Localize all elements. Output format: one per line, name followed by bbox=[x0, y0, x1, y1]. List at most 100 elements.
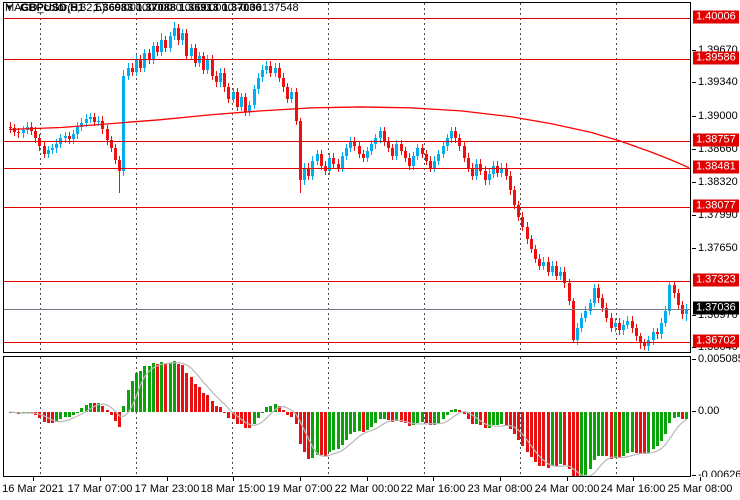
macd-histogram-bar bbox=[445, 412, 449, 415]
candle bbox=[676, 293, 680, 305]
candle bbox=[496, 165, 500, 173]
candle bbox=[647, 340, 651, 347]
candle bbox=[9, 126, 12, 129]
macd-histogram-bar bbox=[601, 412, 605, 456]
macd-histogram-bar bbox=[206, 394, 210, 412]
symbol-dropdown-icon[interactable]: ▼ bbox=[5, 3, 13, 12]
macd-histogram-bar bbox=[214, 406, 218, 412]
macd-histogram-bar bbox=[437, 412, 441, 423]
candle bbox=[307, 167, 311, 176]
time-tick bbox=[433, 477, 434, 481]
macd-histogram-bar bbox=[496, 412, 500, 426]
macd-histogram-bar bbox=[240, 412, 243, 425]
candle bbox=[319, 153, 323, 166]
macd-histogram-bar bbox=[261, 412, 264, 413]
candle bbox=[80, 122, 84, 127]
macd-histogram-bar bbox=[458, 410, 462, 412]
macd-histogram-bar bbox=[277, 405, 281, 412]
candle-wick bbox=[119, 155, 121, 194]
current-price-line bbox=[4, 309, 690, 311]
candle bbox=[298, 120, 302, 181]
macd-histogram-bar bbox=[546, 412, 550, 468]
price-level-line bbox=[4, 167, 690, 169]
macd-histogram-bar bbox=[235, 412, 239, 424]
macd-histogram-bar bbox=[336, 412, 340, 450]
candle bbox=[550, 265, 554, 272]
candle bbox=[424, 153, 428, 161]
macd-histogram-bar bbox=[471, 412, 474, 424]
candle bbox=[639, 336, 642, 343]
candle bbox=[597, 288, 600, 299]
price-level-line bbox=[4, 140, 690, 142]
macd-histogram-bar bbox=[483, 412, 487, 428]
macd-histogram-bar bbox=[508, 412, 512, 429]
time-tick bbox=[33, 477, 34, 481]
macd-histogram-bar bbox=[248, 412, 252, 428]
macd-histogram-bar bbox=[538, 412, 542, 466]
macd-histogram-bar bbox=[219, 407, 222, 412]
candle bbox=[655, 332, 659, 335]
macd-panel[interactable] bbox=[3, 356, 691, 477]
price-axis[interactable]: 1.40006 1.39586 1.38757 1.38481 1.38077 1.373… bbox=[692, 0, 740, 477]
candle bbox=[261, 69, 264, 78]
candle bbox=[269, 65, 273, 73]
candle bbox=[130, 67, 134, 72]
time-tick-label: 18 Mar 15:00 bbox=[200, 483, 266, 495]
candle bbox=[508, 175, 512, 191]
candle bbox=[420, 148, 424, 154]
macd-histogram-bar bbox=[424, 412, 428, 424]
candle bbox=[408, 157, 411, 166]
macd-histogram-bar bbox=[622, 412, 626, 457]
price-level-badge: 1.37323 bbox=[693, 273, 739, 287]
candle bbox=[135, 59, 138, 72]
candle bbox=[193, 48, 197, 63]
main-chart-panel[interactable] bbox=[3, 2, 691, 353]
candle bbox=[513, 190, 516, 205]
macd-histogram-bar bbox=[319, 412, 323, 456]
candle bbox=[471, 167, 474, 176]
candle bbox=[395, 144, 399, 156]
vertical-gridline bbox=[40, 3, 41, 352]
candle bbox=[172, 28, 176, 37]
macd-histogram-bar bbox=[202, 393, 206, 412]
ohlc-values: 1.36983 1.37088 1.36913 1.37036 bbox=[93, 2, 262, 14]
candle bbox=[252, 89, 256, 105]
macd-histogram-bar bbox=[550, 412, 554, 467]
macd-histogram-bar bbox=[147, 365, 151, 412]
candle bbox=[353, 141, 357, 147]
candle bbox=[55, 143, 59, 149]
macd-histogram-bar bbox=[416, 412, 420, 423]
time-axis[interactable]: 16 Mar 2021 17 Mar 07:00 17 Mar 23:00 18 Ma… bbox=[0, 477, 740, 500]
macd-histogram-bar bbox=[311, 412, 315, 458]
macd-histogram-bar bbox=[571, 412, 575, 476]
candle bbox=[219, 72, 222, 83]
price-level-badge: 1.38481 bbox=[693, 160, 739, 174]
candle bbox=[542, 261, 546, 266]
macd-histogram-bar bbox=[51, 412, 54, 424]
candle bbox=[479, 163, 483, 171]
macd-histogram-bar bbox=[655, 412, 659, 447]
time-tick bbox=[700, 477, 701, 481]
macd-histogram-bar bbox=[487, 412, 491, 428]
macd-axis-tick bbox=[692, 475, 696, 476]
candle bbox=[630, 320, 634, 329]
candle bbox=[17, 131, 21, 134]
price-tick-label: 1.37650 bbox=[698, 242, 738, 255]
macd-histogram-bar bbox=[664, 412, 668, 434]
macd-histogram-bar bbox=[38, 412, 42, 418]
macd-histogram-bar bbox=[357, 412, 361, 432]
price-level-line bbox=[4, 207, 690, 209]
price-level-line bbox=[4, 18, 690, 20]
candle bbox=[109, 140, 113, 149]
candle bbox=[202, 55, 206, 70]
macd-histogram-bar bbox=[55, 412, 59, 422]
time-tick-label: 19 Mar 07:00 bbox=[267, 483, 333, 495]
macd-histogram-bar bbox=[256, 412, 260, 418]
macd-histogram-bar bbox=[643, 412, 647, 455]
candle bbox=[156, 46, 159, 52]
time-tick-label: 17 Mar 07:00 bbox=[67, 483, 133, 495]
candle bbox=[114, 148, 117, 160]
macd-histogram-bar bbox=[93, 403, 96, 412]
candle bbox=[189, 48, 193, 56]
